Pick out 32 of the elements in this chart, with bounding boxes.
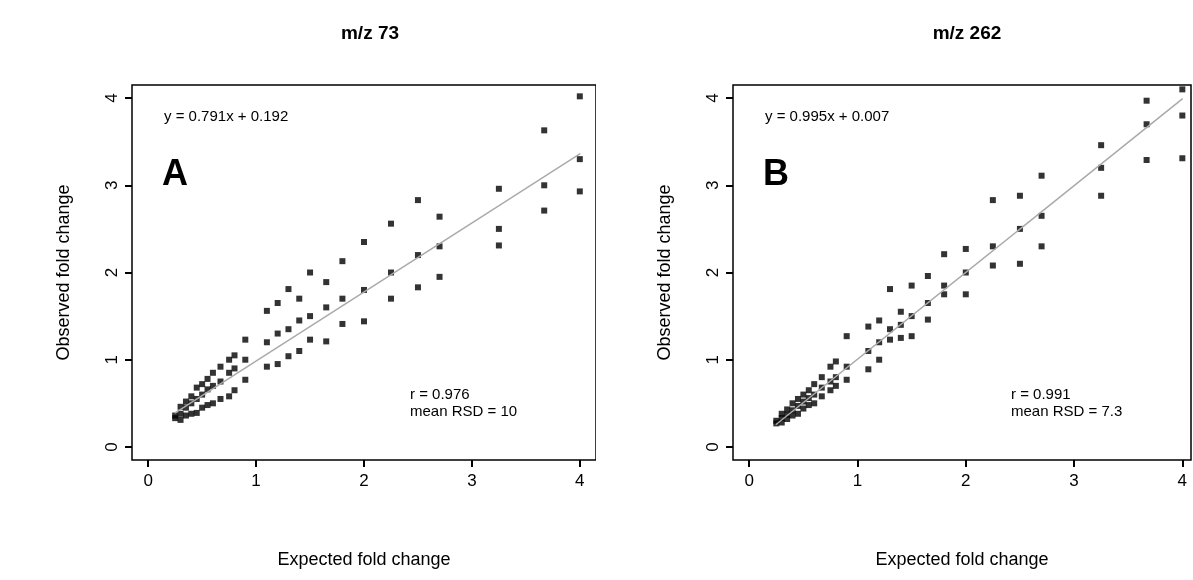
y-tick-label: 4 [703,93,722,103]
x-tick-label: 0 [143,471,153,490]
y-tick-label: 0 [703,442,722,452]
y-tick-label: 1 [102,354,121,365]
x-tick-label: 1 [251,471,261,490]
annotation: A [162,151,188,193]
y-tick-label: 3 [703,180,722,191]
x-tick-label: 4 [575,471,585,490]
y-tick-label: 2 [703,267,722,278]
x-tick-label: 3 [1069,471,1079,490]
y-axis-title: Observed fold change [654,184,674,361]
chart-title: m/z 262 [932,22,1002,43]
annotation: r = 0.991 mean RSD = 7.3 [1011,385,1123,419]
x-tick-label: 4 [1177,471,1188,490]
y-tick-label: 4 [102,93,121,103]
x-tick-label: 0 [744,471,754,490]
x-tick-label: 3 [467,471,477,490]
chart-title: m/z 73 [340,22,400,43]
y-tick-label: 0 [102,442,121,452]
x-tick-label: 1 [852,471,863,490]
y-tick-label: 3 [102,180,121,191]
x-axis-title: Expected fold change [277,549,451,569]
x-axis-title: Expected fold change [875,549,1049,569]
y-tick-label: 1 [703,354,722,365]
annotation: B [763,151,789,193]
x-tick-label: 2 [961,471,971,490]
y-tick-label: 2 [102,267,121,278]
y-axis-title: Observed fold change [53,184,73,361]
annotation: y = 0.791x + 0.192 [164,107,289,124]
annotation: y = 0.995x + 0.007 [765,107,890,124]
x-tick-label: 2 [359,471,369,490]
annotation: r = 0.976 mean RSD = 10 [410,385,518,419]
